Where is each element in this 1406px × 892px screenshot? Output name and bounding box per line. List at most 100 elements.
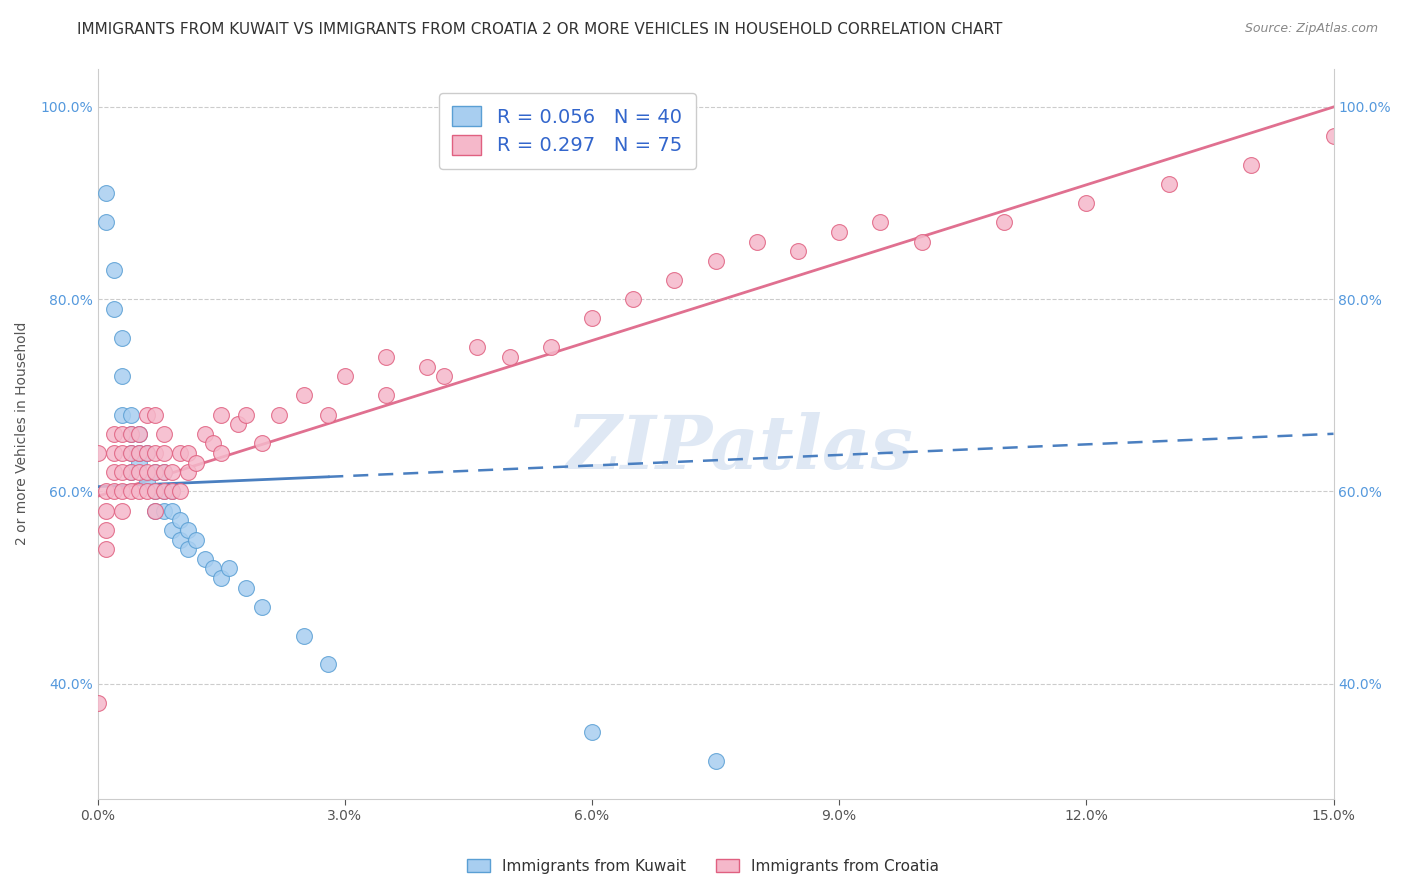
Point <box>209 408 232 422</box>
Point <box>186 533 208 547</box>
Point <box>540 340 562 354</box>
Point <box>143 504 166 518</box>
Point <box>152 504 174 518</box>
Point <box>128 465 150 479</box>
Text: IMMIGRANTS FROM KUWAIT VS IMMIGRANTS FROM CROATIA 2 OR MORE VEHICLES IN HOUSEHOL: IMMIGRANTS FROM KUWAIT VS IMMIGRANTS FRO… <box>77 22 1002 37</box>
Point <box>1322 128 1344 143</box>
Point <box>143 408 166 422</box>
Point <box>465 340 488 354</box>
Point <box>136 475 159 489</box>
Point <box>86 446 108 460</box>
Point <box>152 465 174 479</box>
Point <box>94 523 117 537</box>
Point <box>103 484 125 499</box>
Point <box>111 446 134 460</box>
Point <box>111 504 134 518</box>
Point <box>194 551 217 566</box>
Point <box>94 186 117 201</box>
Point <box>209 571 232 585</box>
Legend: R = 0.056   N = 40, R = 0.297   N = 75: R = 0.056 N = 40, R = 0.297 N = 75 <box>439 93 696 169</box>
Point <box>993 215 1015 229</box>
Point <box>177 446 200 460</box>
Point <box>416 359 439 374</box>
Point <box>252 436 274 450</box>
Point <box>235 408 257 422</box>
Point <box>143 504 166 518</box>
Point <box>621 292 644 306</box>
Point <box>143 484 166 499</box>
Point <box>128 426 150 441</box>
Point <box>103 301 125 316</box>
Point <box>128 426 150 441</box>
Point <box>128 484 150 499</box>
Point <box>94 215 117 229</box>
Point <box>318 657 340 672</box>
Legend: Immigrants from Kuwait, Immigrants from Croatia: Immigrants from Kuwait, Immigrants from … <box>461 853 945 880</box>
Point <box>201 436 224 450</box>
Point <box>160 484 183 499</box>
Point <box>94 504 117 518</box>
Point <box>152 465 174 479</box>
Point <box>103 446 125 460</box>
Point <box>111 331 134 345</box>
Point <box>120 446 142 460</box>
Point <box>152 484 174 499</box>
Point <box>143 446 166 460</box>
Point <box>787 244 810 259</box>
Point <box>1076 196 1098 211</box>
Point <box>128 446 150 460</box>
Point <box>704 754 727 768</box>
Point <box>375 350 398 364</box>
Point <box>143 465 166 479</box>
Point <box>169 446 191 460</box>
Point <box>869 215 891 229</box>
Point <box>120 484 142 499</box>
Point <box>143 484 166 499</box>
Point <box>160 523 183 537</box>
Point <box>664 273 686 287</box>
Point <box>152 426 174 441</box>
Point <box>111 408 134 422</box>
Point <box>136 484 159 499</box>
Point <box>581 311 603 326</box>
Point <box>111 369 134 384</box>
Point <box>128 446 150 460</box>
Point <box>103 263 125 277</box>
Point <box>136 446 159 460</box>
Point <box>111 484 134 499</box>
Point <box>704 253 727 268</box>
Point <box>120 465 142 479</box>
Point <box>143 465 166 479</box>
Point <box>745 235 768 249</box>
Point <box>828 225 851 239</box>
Point <box>128 456 150 470</box>
Text: Source: ZipAtlas.com: Source: ZipAtlas.com <box>1244 22 1378 36</box>
Point <box>136 446 159 460</box>
Point <box>103 426 125 441</box>
Point <box>292 388 315 402</box>
Point <box>1157 177 1180 191</box>
Point <box>201 561 224 575</box>
Point <box>581 724 603 739</box>
Point <box>120 465 142 479</box>
Point <box>235 581 257 595</box>
Point <box>433 369 456 384</box>
Text: ZIPatlas: ZIPatlas <box>567 412 914 484</box>
Point <box>226 417 249 432</box>
Point <box>136 465 159 479</box>
Point <box>498 350 520 364</box>
Point <box>136 408 159 422</box>
Point <box>292 629 315 643</box>
Point <box>94 542 117 557</box>
Point <box>111 426 134 441</box>
Point <box>910 235 932 249</box>
Point <box>169 484 191 499</box>
Point <box>169 513 191 527</box>
Point <box>177 465 200 479</box>
Point <box>152 446 174 460</box>
Point <box>160 465 183 479</box>
Point <box>103 465 125 479</box>
Point <box>218 561 240 575</box>
Point <box>318 408 340 422</box>
Point <box>1240 158 1263 172</box>
